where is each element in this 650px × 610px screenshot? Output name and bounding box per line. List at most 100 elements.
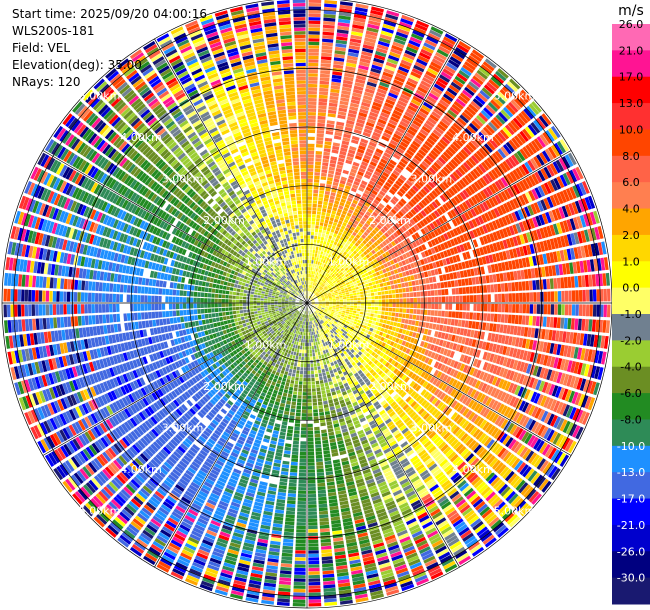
velocity-gate	[464, 61, 476, 71]
velocity-gate	[464, 174, 473, 184]
velocity-gate	[333, 64, 344, 69]
velocity-gate	[308, 69, 318, 74]
velocity-gate	[573, 361, 580, 374]
velocity-gate	[384, 315, 388, 320]
velocity-gate	[313, 286, 316, 290]
velocity-gate	[472, 286, 477, 294]
velocity-gate	[392, 153, 401, 160]
velocity-gate	[318, 229, 323, 233]
velocity-gate	[332, 142, 340, 147]
velocity-gate	[406, 292, 410, 298]
velocity-gate	[330, 192, 336, 197]
velocity-gate	[308, 532, 318, 537]
velocity-gate	[534, 267, 539, 278]
velocity-gate	[466, 295, 470, 303]
velocity-gate	[406, 325, 411, 330]
velocity-gate	[363, 312, 367, 316]
velocity-gate	[329, 99, 338, 104]
velocity-gate	[321, 545, 332, 550]
velocity-gate	[361, 180, 368, 186]
velocity-gate	[499, 129, 510, 140]
velocity-gate	[403, 53, 415, 61]
velocity-gate	[333, 249, 338, 254]
velocity-gate	[317, 272, 321, 277]
velocity-gate	[307, 444, 314, 449]
velocity-gate	[468, 81, 480, 91]
velocity-gate	[317, 126, 325, 131]
velocity-gate	[335, 294, 339, 297]
velocity-gate	[395, 308, 400, 313]
velocity-gate	[338, 283, 343, 287]
velocity-gate	[419, 177, 427, 185]
velocity-gate	[314, 430, 320, 434]
velocity-gate	[448, 199, 455, 208]
velocity-gate	[327, 173, 334, 178]
velocity-gate	[461, 261, 466, 269]
velocity-gate	[367, 293, 371, 297]
velocity-gate	[349, 312, 353, 315]
velocity-gate	[302, 392, 307, 396]
velocity-gate	[512, 304, 516, 313]
velocity-gate	[350, 247, 355, 253]
velocity-gate	[309, 284, 311, 289]
velocity-gate	[452, 296, 456, 303]
velocity-gate	[365, 254, 371, 259]
velocity-gate	[389, 51, 401, 59]
velocity-gate	[329, 163, 336, 168]
velocity-gate	[415, 239, 421, 246]
velocity-gate	[373, 314, 378, 318]
velocity-gate	[314, 437, 321, 441]
velocity-gate	[309, 328, 312, 332]
velocity-gate	[307, 200, 312, 204]
velocity-gate	[326, 481, 335, 486]
velocity-gate	[490, 313, 495, 322]
velocity-gate	[527, 268, 532, 279]
velocity-gate	[443, 233, 449, 241]
velocity-gate	[491, 220, 498, 230]
velocity-gate	[366, 198, 373, 205]
velocity-gate	[412, 332, 417, 338]
velocity-gate	[528, 315, 533, 326]
velocity-gate	[379, 255, 384, 260]
velocity-gate	[320, 59, 332, 64]
velocity-gate	[542, 132, 552, 144]
velocity-gate	[323, 275, 326, 280]
velocity-gate	[509, 171, 518, 182]
velocity-gate	[374, 267, 379, 273]
velocity-gate	[362, 287, 367, 291]
velocity-gate	[307, 448, 314, 452]
velocity-gate	[428, 152, 437, 161]
velocity-gate	[308, 585, 321, 589]
velocity-gate	[315, 304, 319, 306]
velocity-gate	[365, 243, 371, 248]
velocity-gate	[308, 267, 311, 271]
velocity-gate	[365, 121, 375, 128]
velocity-gate	[405, 213, 412, 220]
velocity-gate	[410, 262, 415, 269]
velocity-gate	[323, 286, 327, 289]
velocity-gate	[478, 112, 489, 123]
velocity-gate	[319, 514, 329, 519]
velocity-gate	[337, 313, 342, 316]
velocity-gate	[526, 105, 537, 118]
velocity-gate	[403, 335, 409, 341]
velocity-gate	[340, 97, 350, 102]
velocity-gate	[315, 377, 319, 381]
velocity-gate	[335, 43, 347, 48]
velocity-gate	[471, 339, 477, 347]
velocity-gate	[544, 329, 550, 340]
velocity-gate	[374, 295, 379, 300]
velocity-gate	[436, 185, 444, 193]
velocity-gate	[465, 187, 473, 197]
velocity-gate	[515, 223, 522, 233]
velocity-gate	[332, 71, 343, 76]
velocity-gate	[329, 95, 339, 101]
velocity-gate	[308, 599, 322, 603]
velocity-gate	[597, 226, 604, 239]
nrays-label: NRays: 120	[12, 75, 81, 89]
velocity-gate	[462, 312, 466, 319]
velocity-gate	[373, 253, 379, 258]
velocity-gate	[314, 257, 317, 261]
velocity-gate	[364, 173, 371, 180]
velocity-gate	[508, 260, 513, 270]
